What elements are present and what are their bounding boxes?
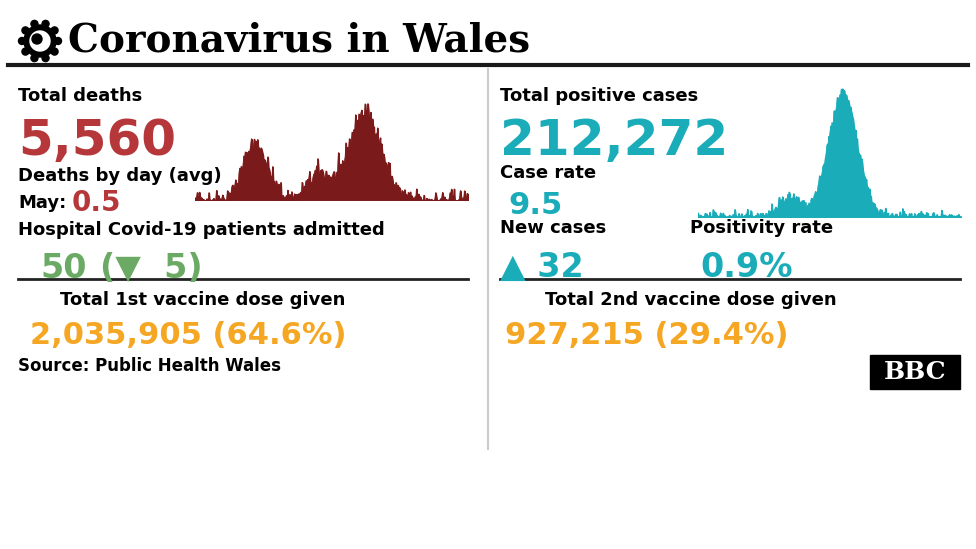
- Circle shape: [30, 31, 50, 51]
- Text: Total 2nd vaccine dose given: Total 2nd vaccine dose given: [545, 291, 836, 309]
- Text: Coronavirus in Wales: Coronavirus in Wales: [68, 21, 530, 59]
- Text: BBC: BBC: [883, 360, 947, 384]
- Text: Deaths by day (avg): Deaths by day (avg): [18, 167, 222, 185]
- Circle shape: [51, 27, 58, 34]
- Text: 212,272: 212,272: [500, 117, 728, 165]
- FancyBboxPatch shape: [870, 355, 960, 389]
- Text: 9.5: 9.5: [508, 191, 562, 220]
- Circle shape: [51, 48, 58, 55]
- Text: 0.9%: 0.9%: [700, 251, 793, 284]
- Circle shape: [55, 37, 61, 44]
- Text: 50: 50: [40, 252, 87, 285]
- Circle shape: [21, 48, 29, 55]
- Text: Total positive cases: Total positive cases: [500, 87, 698, 105]
- Text: Positivity rate: Positivity rate: [690, 219, 834, 237]
- Text: Case rate: Case rate: [500, 164, 596, 182]
- Text: Total 1st vaccine dose given: Total 1st vaccine dose given: [60, 291, 346, 309]
- Text: 0.5: 0.5: [72, 189, 121, 217]
- Text: 927,215 (29.4%): 927,215 (29.4%): [505, 321, 789, 350]
- Text: ▲ 32: ▲ 32: [500, 251, 584, 284]
- Circle shape: [19, 37, 25, 44]
- Circle shape: [42, 54, 49, 61]
- Circle shape: [42, 20, 49, 27]
- Text: 5,560: 5,560: [18, 117, 176, 165]
- Text: Hospital Covid-19 patients admitted: Hospital Covid-19 patients admitted: [18, 221, 385, 239]
- Circle shape: [32, 34, 42, 44]
- Text: Total deaths: Total deaths: [18, 87, 142, 105]
- Text: 2,035,905 (64.6%): 2,035,905 (64.6%): [30, 321, 346, 350]
- Circle shape: [21, 27, 29, 34]
- Text: Source: Public Health Wales: Source: Public Health Wales: [18, 357, 281, 375]
- Text: May:: May:: [18, 194, 66, 212]
- Circle shape: [31, 20, 38, 27]
- Text: New cases: New cases: [500, 219, 606, 237]
- Text: (▼  5): (▼ 5): [100, 252, 203, 285]
- Circle shape: [31, 54, 38, 61]
- Circle shape: [24, 25, 56, 57]
